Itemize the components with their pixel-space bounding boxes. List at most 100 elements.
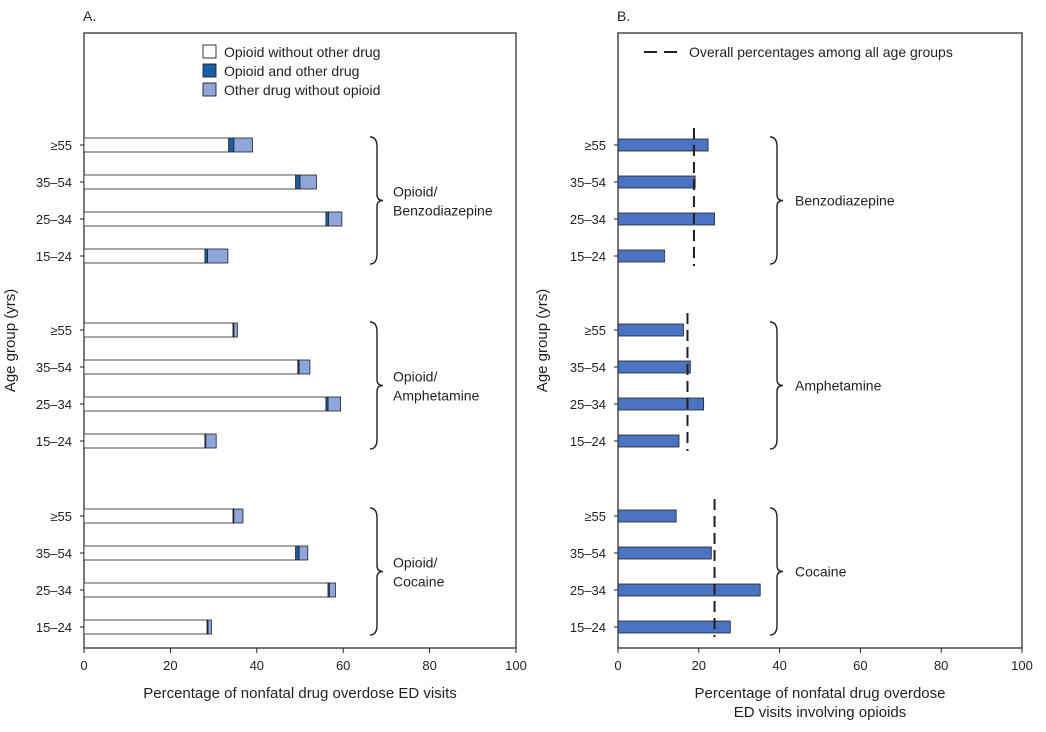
panel-1-group-2-bar-0 xyxy=(617,509,677,523)
panel-0-group-1-label-line-1: Amphetamine xyxy=(393,388,480,404)
panel-0-group-1-label-line-0: Opioid/ xyxy=(393,369,437,385)
panel-1-group-2-ytick-label-2: 25–34 xyxy=(570,583,606,598)
panel-1-group-1-ytick-label-1: 35–54 xyxy=(570,360,606,375)
panel-0-group-2-label-line-1: Cocaine xyxy=(393,574,445,590)
legend-swatch-opioid_and_other xyxy=(202,63,217,78)
panel-1-xtick-label-2: 40 xyxy=(772,658,786,673)
panel-1-group-1-ytick-label-3: 15–24 xyxy=(570,434,606,449)
panel-1-xtick-label-1: 20 xyxy=(692,658,706,673)
panel-1-xtick-label-3: 60 xyxy=(853,658,867,673)
panel-0-group-0-ytick-label-1: 35–54 xyxy=(36,175,72,190)
panel-0-group-2-bar-2-series-2 xyxy=(328,582,336,598)
panel-0-group-2-bar-0-series-2 xyxy=(233,508,244,524)
panel-0-group-1-bar-2-series-2 xyxy=(327,396,342,412)
panel-0-group-0-bar-3-series-0 xyxy=(83,248,206,264)
panel-1-frame xyxy=(617,32,1023,649)
panel-1-group-0-ytick-label-1: 35–54 xyxy=(570,175,606,190)
panel-0-group-0-bar-0-series-2 xyxy=(233,137,253,153)
panel-0-group-1-ytick-label-3: 15–24 xyxy=(36,434,72,449)
panel-0-xlabel: Percentage of nonfatal drug overdose ED … xyxy=(143,685,457,702)
panel-0-group-2-bar-0-series-0 xyxy=(83,508,234,524)
panel-0-group-2-bar-1-series-2 xyxy=(298,545,309,561)
panel-0-ylabel: Age group (yrs) xyxy=(2,289,19,392)
panel-0-label: A. xyxy=(83,8,96,24)
panel-1-group-0-ytick-label-3: 15–24 xyxy=(570,249,606,264)
panel-0-group-2-brace xyxy=(369,507,384,636)
legend-label-opioid_only: Opioid without other drug xyxy=(224,44,380,60)
panel-1-xlabel-line-1: ED visits involving opioids xyxy=(734,704,907,721)
panel-0-group-0-ytick-label-2: 25–34 xyxy=(36,212,72,227)
panel-1-group-1-bar-2 xyxy=(617,397,705,411)
panel-1-group-0-ytick-label-0: ≥55 xyxy=(584,138,606,153)
panel-0-group-1-bar-1-series-2 xyxy=(298,359,311,375)
legend-label-other_only: Other drug without opioid xyxy=(224,82,380,98)
legend-label-opioid_and_other: Opioid and other drug xyxy=(224,63,359,79)
panel-0-group-2-ytick-label-2: 25–34 xyxy=(36,583,72,598)
panel-0-group-0-bar-1-series-1 xyxy=(295,174,301,190)
panel-0-group-0-bar-3-series-2 xyxy=(207,248,229,264)
panel-1-group-0-brace xyxy=(769,136,784,265)
panel-1-xtick-label-0: 0 xyxy=(614,658,621,673)
panel-0-xtick-label-1: 20 xyxy=(163,658,177,673)
panel-0-xtick-label-4: 80 xyxy=(422,658,436,673)
panel-0-xtick-label-0: 0 xyxy=(80,658,87,673)
panel-1-group-2-label: Cocaine xyxy=(795,564,847,580)
panel-0-group-2-bar-3-series-2 xyxy=(207,619,212,635)
panel-0-group-1-brace xyxy=(369,321,384,450)
panel-1-group-2-bar-1 xyxy=(617,546,712,560)
panel-1-xtick-label-5: 100 xyxy=(1011,658,1033,673)
panel-0-group-0-bar-1-series-0 xyxy=(83,174,297,190)
panel-1-group-1-ytick-label-0: ≥55 xyxy=(584,323,606,338)
panel-1-group-0-bar-3 xyxy=(617,249,665,263)
panel-1-group-0-label: Benzodiazepine xyxy=(795,193,895,209)
panel-0-group-2-bar-1-series-1 xyxy=(295,545,300,561)
panel-0-group-0-brace xyxy=(369,136,384,265)
panel-1-group-2-bar-3 xyxy=(617,620,731,634)
panel-0-frame xyxy=(83,32,517,649)
panel-0-group-0-bar-2-series-0 xyxy=(83,211,327,227)
panel-1-group-1-bar-1 xyxy=(617,360,691,374)
panel-0-group-1-bar-3-series-2 xyxy=(205,433,217,449)
panel-1-xtick-label-4: 80 xyxy=(934,658,948,673)
panel-0-group-1-bar-0-series-0 xyxy=(83,322,234,338)
panel-1-group-2-brace xyxy=(769,507,784,636)
panel-0-group-2-label-line-0: Opioid/ xyxy=(393,555,437,571)
panel-0-group-0-bar-2-series-2 xyxy=(328,211,343,227)
legend-swatch-opioid_only xyxy=(202,44,217,59)
panel-1-group-1-bar-3 xyxy=(617,434,680,448)
panel-0-group-1-ytick-label-1: 35–54 xyxy=(36,360,72,375)
panel-1-group-0-bar-2 xyxy=(617,212,715,226)
panel-1-group-1-brace xyxy=(769,321,784,450)
panel-1-group-2-ytick-label-0: ≥55 xyxy=(584,509,606,524)
panel-0-group-0-bar-0-series-0 xyxy=(83,137,230,153)
panel-1-label: B. xyxy=(617,8,630,24)
panel-0-group-1-bar-1-series-0 xyxy=(83,359,299,375)
panel-0-group-1-bar-2-series-0 xyxy=(83,396,327,412)
panel-1-group-2-ytick-label-1: 35–54 xyxy=(570,546,606,561)
panel-0-group-1-ytick-label-0: ≥55 xyxy=(50,323,72,338)
panel-1-group-0-bar-1 xyxy=(617,175,696,189)
panel-0-group-2-bar-1-series-0 xyxy=(83,545,297,561)
panel-0-group-2-bar-3-series-0 xyxy=(83,619,208,635)
panel-1-ylabel: Age group (yrs) xyxy=(534,289,551,392)
legend-swatch-other_only xyxy=(202,82,217,97)
panel-0-group-0-bar-1-series-2 xyxy=(299,174,317,190)
panel-0-group-2-ytick-label-3: 15–24 xyxy=(36,620,72,635)
panel-1-group-1-bar-0 xyxy=(617,323,684,337)
panel-0-group-1-ytick-label-2: 25–34 xyxy=(36,397,72,412)
panel-1-group-2-ytick-label-3: 15–24 xyxy=(570,620,606,635)
panel-1-xlabel-line-0: Percentage of nonfatal drug overdose xyxy=(694,685,945,702)
panel-0-group-0-label-line-0: Opioid/ xyxy=(393,184,437,200)
panel-1-group-2-bar-2 xyxy=(617,583,761,597)
panel-0-xtick-label-5: 100 xyxy=(505,658,527,673)
panel-0-xtick-label-3: 60 xyxy=(336,658,350,673)
panel-0-group-0-label-line-1: Benzodiazepine xyxy=(393,203,493,219)
panel-0-group-1-bar-0-series-2 xyxy=(233,322,238,338)
panel-1-group-1-ytick-label-2: 25–34 xyxy=(570,397,606,412)
panel-0-group-1-bar-3-series-0 xyxy=(83,433,206,449)
panel-0-group-0-ytick-label-3: 15–24 xyxy=(36,249,72,264)
panel-0-xtick-label-2: 40 xyxy=(250,658,264,673)
panel-0-group-2-bar-2-series-0 xyxy=(83,582,329,598)
